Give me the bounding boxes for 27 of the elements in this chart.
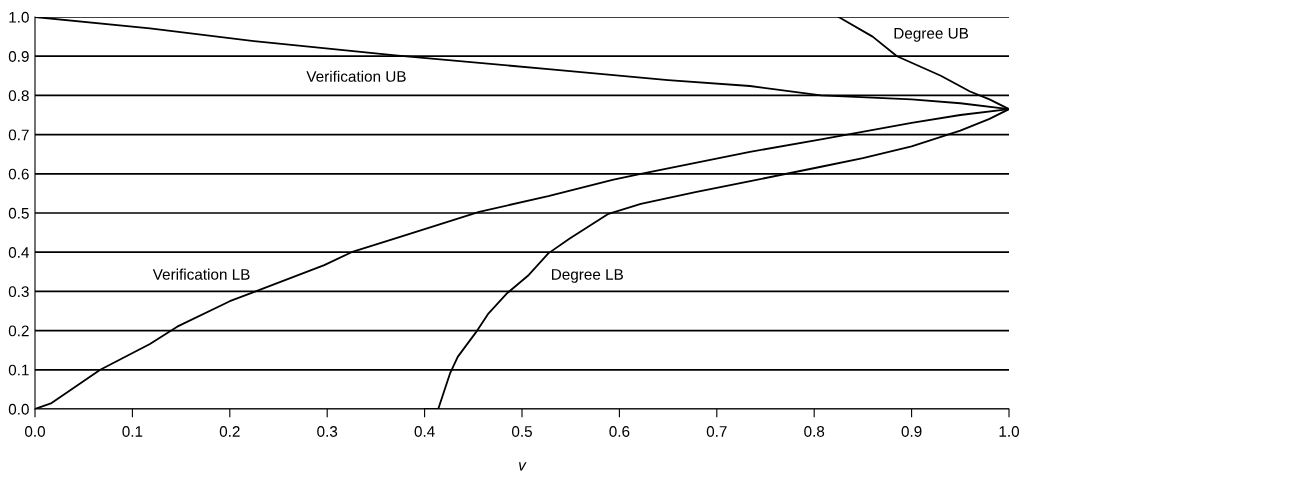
y-tick-label: 0.7 [8, 129, 29, 141]
y-tick-label: 0.9 [8, 51, 29, 62]
x-tick-label: 0.0 [24, 426, 46, 437]
x-tick-label: 0.1 [122, 426, 143, 437]
annotation: Degree UB [894, 28, 969, 42]
x-tick-label: 0.9 [901, 426, 922, 437]
annotation: Verification LB [152, 268, 250, 280]
x-tick-label: 0.4 [414, 426, 435, 437]
y-tick-label: 0.3 [8, 286, 29, 298]
annotation: Degree LB [551, 269, 623, 283]
x-tick-label: 0.2 [219, 426, 240, 437]
annotation: Verification UB [306, 70, 406, 82]
y-tick-label: 0.1 [8, 364, 29, 376]
y-tick-label: 0.8 [8, 90, 29, 102]
x-tick-label: 0.3 [317, 426, 338, 437]
y-tick-label: 0.5 [8, 207, 29, 219]
x-tick-label: 0.7 [706, 426, 727, 437]
y-tick-label: 1.0 [9, 11, 29, 23]
x-axis-title: v [519, 462, 527, 471]
x-tick-label: 0.8 [804, 426, 825, 437]
x-tick-label: 0.5 [511, 426, 532, 437]
x-tick-label: 0.6 [609, 426, 630, 437]
y-tick-label: 0.4 [8, 247, 29, 258]
x-tick-label: 1.0 [999, 426, 1020, 437]
y-tick-label: 0.6 [8, 168, 29, 180]
y-tick-label: 0.0 [8, 403, 29, 415]
y-tick-label: 0.2 [8, 325, 29, 337]
